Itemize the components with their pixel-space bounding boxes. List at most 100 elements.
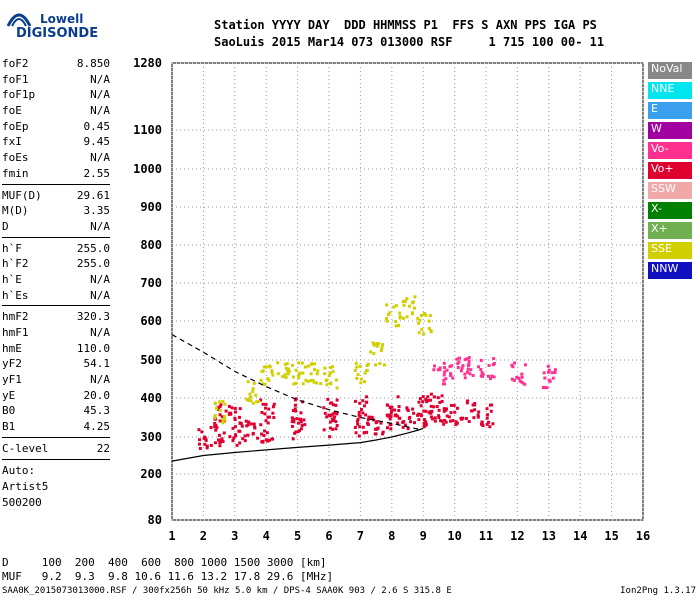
data-point: [233, 410, 237, 414]
data-point: [235, 443, 239, 447]
data-point: [363, 380, 367, 384]
data-point: [322, 406, 326, 410]
data-point: [437, 416, 441, 420]
data-point: [416, 316, 420, 320]
data-point: [459, 369, 463, 373]
data-point: [370, 416, 374, 420]
data-point: [271, 405, 275, 409]
data-point: [243, 434, 247, 438]
data-point: [406, 408, 410, 412]
header-line-2: SaoLuis 2015 Mar14 073 013000 RSF 1 715 …: [214, 35, 605, 49]
data-point: [259, 378, 263, 382]
data-point: [264, 438, 268, 442]
param-row: fxI 9.45: [2, 134, 110, 150]
param-row: B0 45.3: [2, 403, 110, 419]
data-point: [307, 364, 311, 368]
data-point: [297, 361, 301, 365]
data-point: [550, 371, 554, 375]
data-point: [455, 406, 459, 410]
data-point: [518, 379, 522, 383]
data-point: [445, 368, 449, 372]
data-point: [271, 411, 275, 415]
data-point: [461, 364, 465, 368]
data-point: [396, 421, 400, 425]
data-point: [209, 426, 213, 430]
param-row: hmE 110.0: [2, 341, 110, 357]
data-point: [398, 315, 402, 319]
param-label: B1: [2, 420, 16, 434]
param-label: foEs: [2, 151, 29, 165]
param-row: foF1p N/A: [2, 87, 110, 103]
data-point: [442, 409, 446, 413]
data-point: [231, 439, 235, 443]
param-value: N/A: [90, 272, 110, 286]
data-point: [331, 412, 335, 416]
data-point: [437, 408, 441, 412]
param-label: C-level: [2, 441, 49, 455]
data-point: [388, 417, 392, 421]
footer-file-info: SAA0K_2015073013000.RSF / 300fx256h 50 k…: [2, 586, 452, 596]
data-point: [248, 392, 252, 396]
data-point: [331, 427, 335, 431]
data-point: [323, 366, 327, 370]
data-point: [429, 411, 433, 415]
y-tick-label: 1280: [133, 56, 162, 70]
data-point: [263, 365, 267, 369]
data-point: [398, 416, 402, 420]
x-tick-label: 7: [357, 529, 364, 543]
data-point: [401, 425, 405, 429]
data-point: [290, 416, 294, 420]
y-tick-label: 500: [140, 353, 162, 367]
data-point: [267, 378, 271, 382]
data-point: [254, 393, 258, 397]
data-point: [335, 424, 339, 428]
param-label: MUF(D): [2, 188, 42, 202]
data-point: [334, 403, 338, 407]
data-point: [246, 398, 250, 402]
data-point: [408, 304, 412, 308]
param-value: 320.3: [76, 310, 110, 324]
data-point: [431, 417, 435, 421]
data-point: [467, 356, 471, 360]
data-point: [300, 361, 304, 365]
data-point: [299, 411, 303, 415]
data-point: [333, 415, 337, 419]
data-point: [296, 421, 300, 425]
data-point: [546, 364, 550, 368]
y-tick-label: 400: [140, 391, 162, 405]
data-point: [381, 430, 385, 434]
auto-line: 500200: [2, 495, 42, 509]
data-point: [246, 433, 250, 437]
data-point: [455, 357, 459, 361]
param-label: h`Es: [2, 288, 29, 302]
data-point: [390, 409, 394, 413]
data-point: [202, 436, 206, 440]
data-point: [268, 365, 272, 369]
data-point: [510, 363, 514, 367]
data-point: [327, 374, 331, 378]
param-label: foF2: [2, 57, 29, 70]
param-value: N/A: [90, 151, 110, 165]
data-point: [440, 394, 444, 398]
param-value: N/A: [90, 219, 110, 233]
data-point: [382, 363, 386, 367]
param-row: h`E N/A: [2, 272, 110, 288]
legend-item: X-: [648, 202, 692, 219]
data-point: [553, 370, 557, 374]
data-point: [543, 386, 547, 390]
data-point: [385, 426, 389, 430]
data-point: [375, 344, 379, 348]
data-point: [389, 423, 393, 427]
data-point: [234, 434, 238, 438]
data-point: [517, 376, 521, 380]
data-point: [358, 425, 362, 429]
param-row: h`F 255.0: [2, 241, 110, 257]
data-point: [251, 431, 255, 435]
data-point: [385, 413, 389, 417]
data-point: [276, 372, 280, 376]
data-point: [312, 368, 316, 372]
data-point: [419, 404, 423, 408]
data-point: [456, 365, 460, 369]
data-point: [401, 420, 405, 424]
header-line-1: Station YYYY DAY DDD HHMMSS P1 FFS S AXN…: [214, 18, 597, 32]
